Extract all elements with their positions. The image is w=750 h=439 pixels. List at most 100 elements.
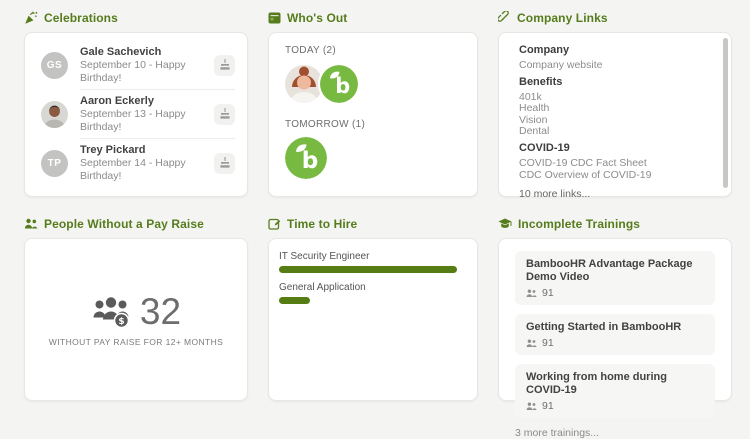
bar-general-application — [279, 297, 310, 304]
whos-out-header: Who's Out — [268, 10, 478, 25]
pay-raise-caption: WITHOUT PAY RAISE FOR 12+ MONTHS — [48, 336, 224, 347]
cake-icon — [219, 157, 230, 168]
bamboohr-logo-icon: b — [285, 137, 327, 179]
widget-title-pay-raise[interactable]: People Without a Pay Raise — [44, 216, 204, 231]
bar-label: IT Security Engineer — [279, 251, 370, 262]
birthday-detail: September 10 - Happy Birthday! — [80, 59, 186, 84]
training-name: Working from home during COVID-19 — [526, 371, 667, 396]
widget-title-company-links[interactable]: Company Links — [517, 10, 608, 25]
birthday-detail: September 14 - Happy Birthday! — [80, 157, 186, 182]
training-count-row: 91 — [526, 400, 704, 412]
training-count-row: 91 — [526, 337, 704, 349]
training-count: 91 — [542, 400, 554, 412]
bamboohr-dashboard: Celebrations GS Gale Sachevich September… — [24, 10, 732, 439]
widget-incomplete-trainings: Incomplete Trainings BambooHR Advantage … — [498, 216, 732, 439]
widget-title-incomplete-trainings[interactable]: Incomplete Trainings — [518, 216, 641, 231]
widget-celebrations: Celebrations GS Gale Sachevich September… — [24, 10, 248, 197]
avatar-bamboohr-logo[interactable]: b — [318, 63, 360, 105]
celebration-text: Gale Sachevich September 10 - Happy Birt… — [80, 45, 214, 85]
people-dollar-icon: $ — [93, 296, 130, 328]
incomplete-trainings-header: Incomplete Trainings — [498, 216, 732, 231]
link-group-heading: Benefits — [519, 75, 563, 88]
celebration-text: Trey Pickard September 14 - Happy Birthd… — [80, 143, 214, 183]
birthday-cake-button[interactable] — [214, 103, 235, 125]
more-trainings-link[interactable]: 3 more trainings... — [515, 427, 600, 439]
celebration-row: Aaron Eckerly September 13 - Happy Birth… — [41, 90, 235, 138]
company-link[interactable]: 401k — [519, 90, 542, 103]
training-count-row: 91 — [526, 287, 704, 299]
company-links-card: Company Company website Benefits 401k He… — [498, 32, 732, 201]
clipboard-pencil-icon — [268, 218, 281, 230]
training-item[interactable]: BambooHR Advantage Package Demo Video 91 — [515, 251, 715, 305]
pay-raise-card: $ 32 WITHOUT PAY RAISE FOR 12+ MONTHS — [24, 238, 248, 401]
calendar-icon — [268, 12, 281, 24]
widget-grid: Celebrations GS Gale Sachevich September… — [24, 10, 732, 439]
link-group-heading: COVID-19 — [519, 141, 570, 154]
tomorrow-avatars: b — [285, 137, 461, 179]
users-icon — [526, 402, 537, 410]
more-links-link[interactable]: 10 more links... — [519, 188, 591, 201]
pay-raise-stat: $ 32 — [91, 290, 182, 332]
widget-time-to-hire: Time to Hire IT Security Engineer Genera… — [268, 216, 478, 401]
company-link[interactable]: Company website — [519, 59, 603, 71]
pay-raise-header: People Without a Pay Raise — [24, 216, 248, 231]
link-group-heading: Company — [519, 44, 570, 56]
cake-icon — [219, 108, 230, 119]
company-link[interactable]: Dental — [519, 125, 550, 138]
training-item[interactable]: Working from home during COVID-19 91 — [515, 364, 715, 418]
time-to-hire-card: IT Security Engineer General Application — [268, 238, 478, 401]
woman-portrait — [285, 65, 323, 103]
widget-title-celebrations[interactable]: Celebrations — [44, 10, 118, 25]
training-item[interactable]: Getting Started in BambooHR 91 — [515, 314, 715, 355]
widget-pay-raise: People Without a Pay Raise — [24, 216, 248, 401]
celebration-row: TP Trey Pickard September 14 - Happy Bir… — [41, 139, 235, 187]
link-icon — [498, 11, 509, 22]
cake-icon — [219, 59, 230, 70]
svg-text:b: b — [302, 148, 319, 174]
tomorrow-label: TOMORROW (1) — [285, 119, 366, 130]
birthday-cake-button[interactable] — [214, 54, 235, 76]
company-link[interactable]: Vision — [519, 113, 548, 126]
company-link[interactable]: Health — [519, 102, 550, 115]
today-avatars: b — [285, 63, 461, 105]
widget-whos-out: Who's Out TODAY (2) — [268, 10, 478, 197]
training-count: 91 — [542, 287, 554, 299]
row-divider — [80, 89, 235, 90]
person-name[interactable]: Trey Pickard — [80, 144, 146, 156]
scrollbar-thumb[interactable] — [723, 38, 728, 188]
people-icon — [24, 218, 38, 228]
whos-out-card: TODAY (2) b — [268, 32, 478, 197]
celebrations-header: Celebrations — [24, 10, 248, 25]
training-count: 91 — [542, 337, 554, 349]
avatar-photo[interactable] — [41, 100, 68, 128]
today-label: TODAY (2) — [285, 45, 337, 56]
company-link[interactable]: CDC Overview of COVID-19 — [519, 168, 652, 181]
graduation-cap-icon — [498, 218, 512, 228]
celebrations-card: GS Gale Sachevich September 10 - Happy B… — [24, 32, 248, 197]
time-to-hire-header: Time to Hire — [268, 216, 478, 231]
svg-text:$: $ — [118, 317, 124, 327]
widget-title-whos-out[interactable]: Who's Out — [287, 10, 348, 25]
person-name[interactable]: Gale Sachevich — [80, 46, 162, 58]
users-icon — [526, 339, 537, 347]
training-name: Getting Started in BambooHR — [526, 321, 682, 333]
bamboohr-logo-icon: b — [320, 65, 358, 103]
avatar-bamboohr-logo[interactable]: b — [285, 137, 327, 179]
incomplete-trainings-card: BambooHR Advantage Package Demo Video 91… — [498, 238, 732, 439]
company-link[interactable]: COVID-19 CDC Fact Sheet — [519, 156, 647, 169]
avatar-initials[interactable]: GS — [41, 51, 68, 79]
birthday-cake-button[interactable] — [214, 152, 235, 174]
celebration-row: GS Gale Sachevich September 10 - Happy B… — [41, 41, 235, 89]
celebration-text: Aaron Eckerly September 13 - Happy Birth… — [80, 94, 214, 134]
row-divider — [80, 138, 235, 139]
bar-label: General Application — [279, 282, 366, 293]
svg-text:b: b — [335, 74, 350, 98]
pay-raise-count: 32 — [139, 290, 182, 332]
company-links-header: Company Links — [498, 10, 732, 25]
avatar-initials[interactable]: TP — [41, 149, 68, 177]
avatar-photo[interactable] — [285, 65, 323, 103]
widget-title-time-to-hire[interactable]: Time to Hire — [287, 216, 358, 231]
bar-it-security-engineer — [279, 266, 457, 273]
man-portrait — [41, 100, 68, 128]
person-name[interactable]: Aaron Eckerly — [80, 95, 154, 107]
